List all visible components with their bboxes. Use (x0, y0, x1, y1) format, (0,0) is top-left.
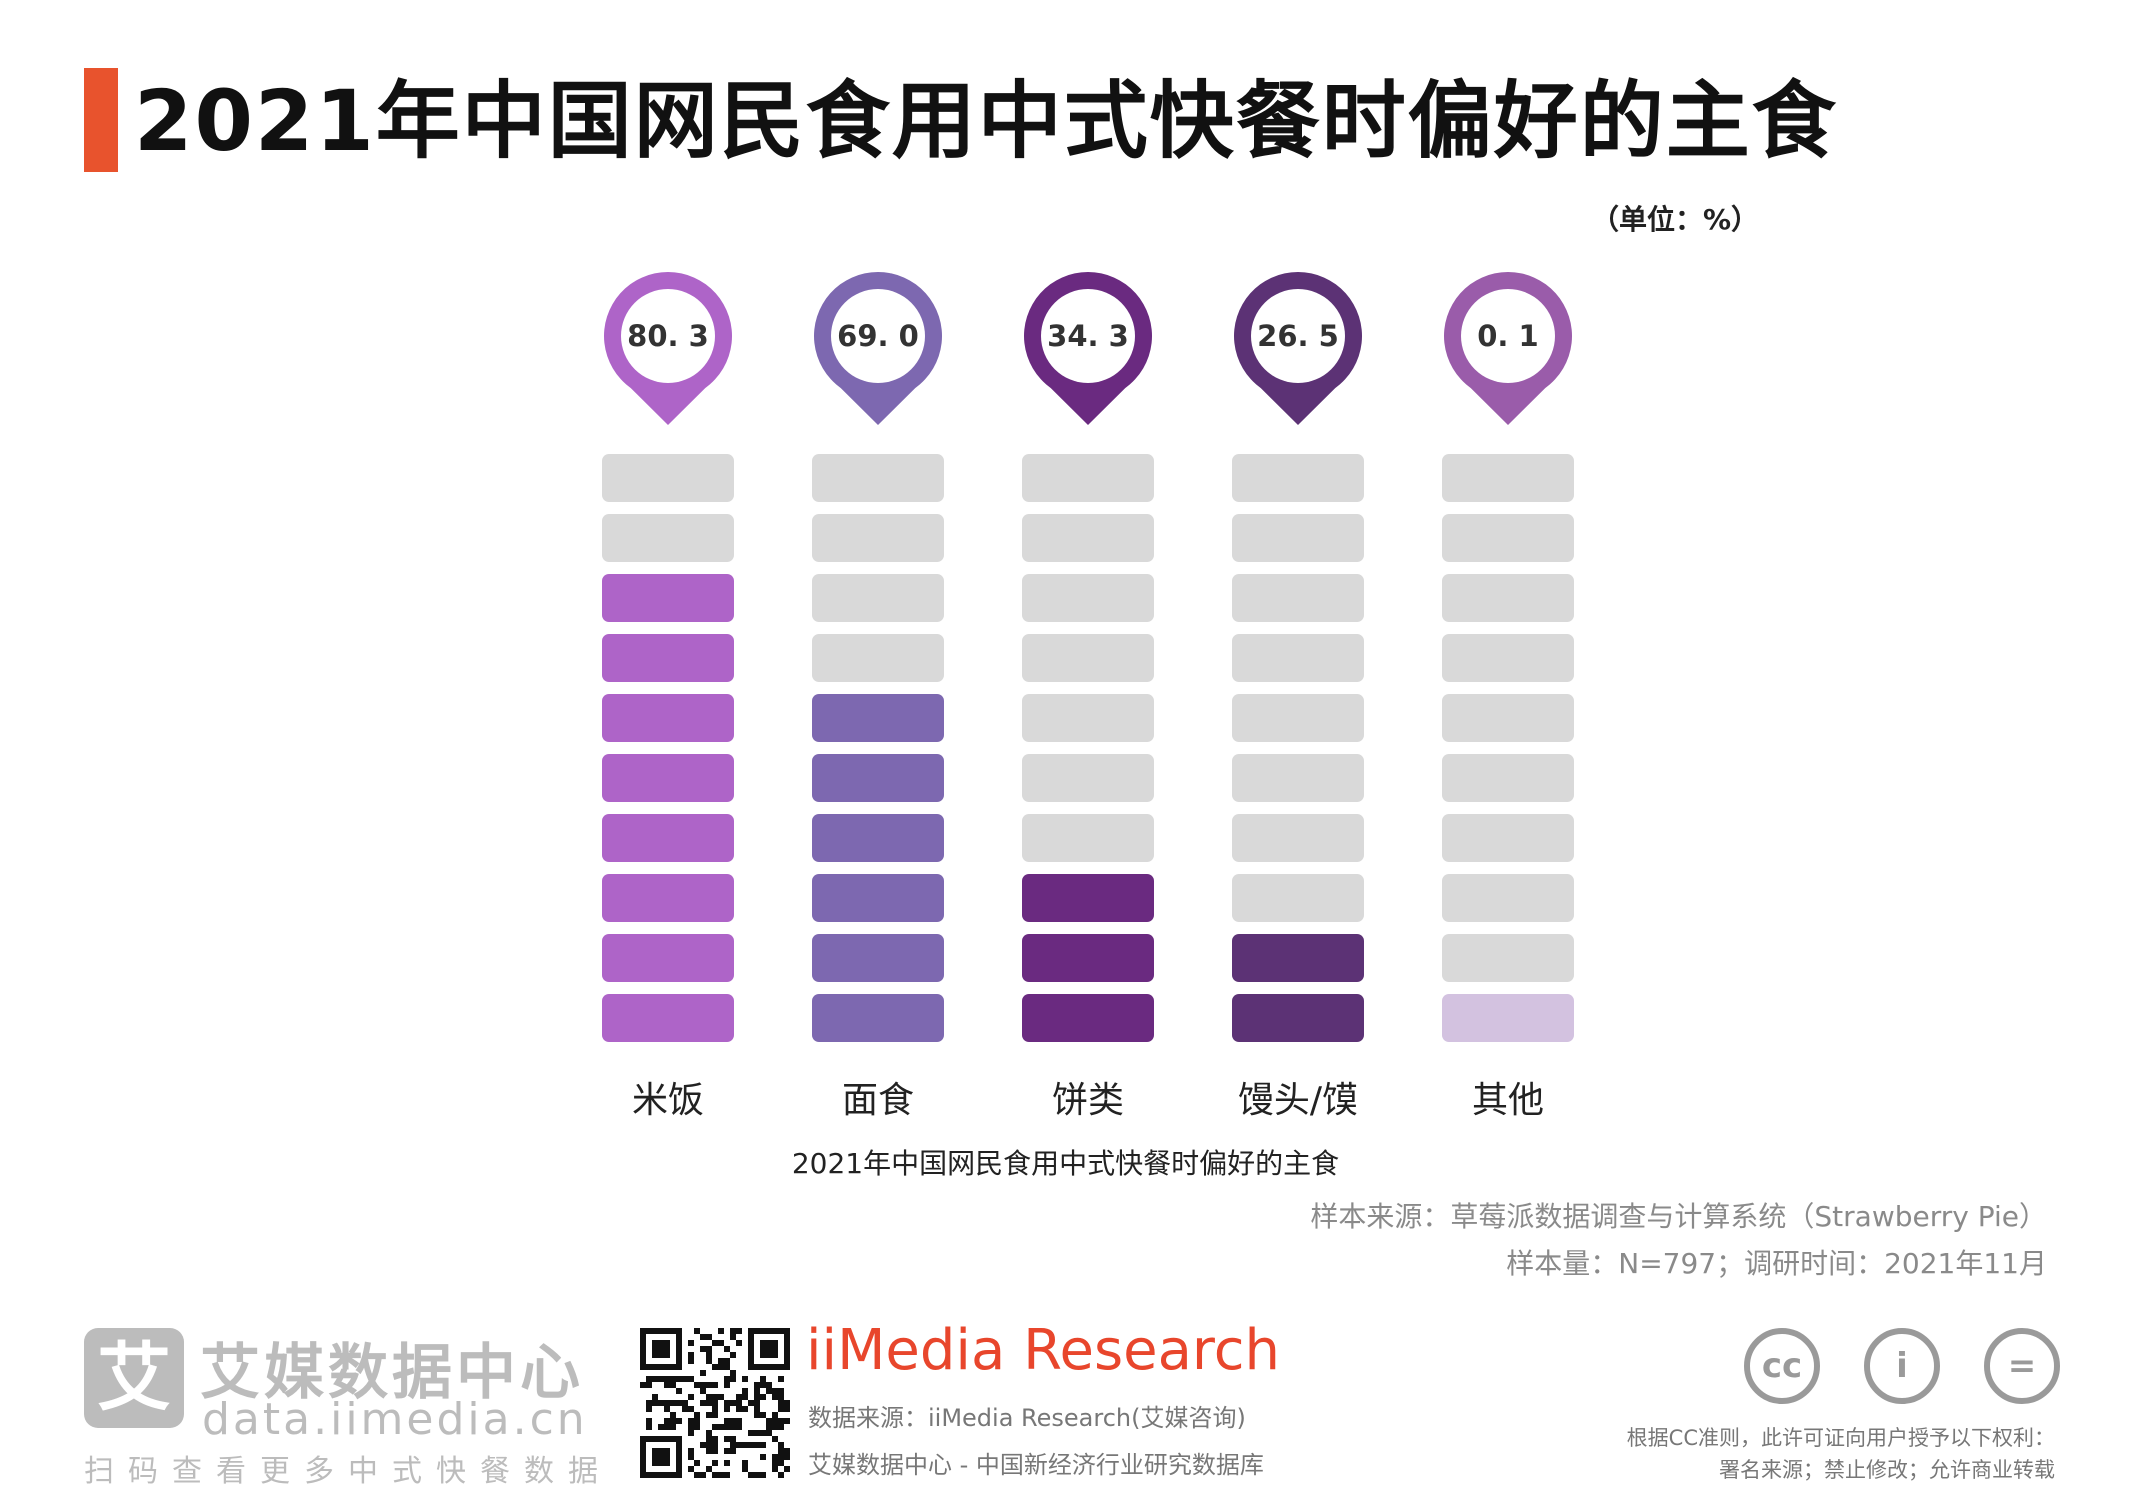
bar-segment (812, 934, 944, 982)
bar-segment (1442, 694, 1574, 742)
bar-segment (1022, 514, 1154, 562)
unit-label: （单位：%） (1590, 203, 1759, 236)
value-label: 26. 5 (1257, 319, 1339, 353)
bar-segment (1232, 754, 1364, 802)
category-label: 米饭 (632, 1080, 704, 1121)
bar-segment (1022, 994, 1154, 1042)
brand-url: data.iimedia.cn (202, 1394, 588, 1445)
value-pin-center (621, 289, 715, 383)
brand-scan-text: 扫码查看更多中式快餐数据 (84, 1454, 612, 1489)
category-label: 馒头/馍 (1238, 1080, 1358, 1121)
bar-segment (1022, 694, 1154, 742)
value-pin-center (1461, 289, 1555, 383)
value-pin-center (831, 289, 925, 383)
bar-segment (812, 994, 944, 1042)
bar-segment (1232, 634, 1364, 682)
bar-segment (1022, 934, 1154, 982)
bar-segment (602, 994, 734, 1042)
category-label: 其他 (1472, 1080, 1544, 1121)
bar-segment (812, 634, 944, 682)
bar-segment (602, 754, 734, 802)
bar-segment (1442, 574, 1574, 622)
sample-size: 样本量：N=797；调研时间：2021年11月 (1506, 1247, 2047, 1280)
bar-segment (602, 934, 734, 982)
bar-segment (1442, 874, 1574, 922)
bar-segment (1022, 814, 1154, 862)
bar-segment (812, 514, 944, 562)
bar-segment (812, 454, 944, 502)
bar-column: 69. 0 面食 (812, 272, 944, 1121)
bar-segment (1232, 694, 1364, 742)
bar-segment (1442, 814, 1574, 862)
bar-segment (812, 694, 944, 742)
bar-segment (1232, 994, 1364, 1042)
bar-segment (812, 874, 944, 922)
value-label: 69. 0 (837, 319, 919, 353)
value-label: 34. 3 (1047, 319, 1129, 353)
bar-segment (1022, 874, 1154, 922)
bar-segment (812, 574, 944, 622)
cc-icon: cc (1744, 1328, 1820, 1404)
no-derivatives-icon: = (1984, 1328, 2060, 1404)
bar-segment (1232, 514, 1364, 562)
database-label: 艾媒数据中心 - 中国新经济行业研究数据库 (808, 1451, 1264, 1479)
bar-segment (602, 454, 734, 502)
bar-segment (812, 754, 944, 802)
bar-segment (1442, 754, 1574, 802)
bar-segment (1442, 934, 1574, 982)
bar-segment (1232, 874, 1364, 922)
bar-segment (1232, 934, 1364, 982)
sample-source: 样本来源：草莓派数据调查与计算系统（Strawberry Pie） (1310, 1200, 2047, 1233)
cc-license-terms: 署名来源；禁止修改；允许商业转载 (1719, 1458, 2055, 1482)
bar-segment (602, 814, 734, 862)
bar-segment (1022, 574, 1154, 622)
value-label: 80. 3 (627, 319, 709, 353)
page-title: 2021年中国网民食用中式快餐时偏好的主食 (134, 72, 1838, 170)
title-accent-bar (84, 68, 118, 172)
bar-column: 80. 3 米饭 (602, 272, 734, 1121)
bar-segment (1442, 454, 1574, 502)
category-label: 面食 (842, 1080, 914, 1121)
bar-segment (1442, 994, 1574, 1042)
category-label: 饼类 (1052, 1080, 1124, 1121)
bar-segment (602, 634, 734, 682)
value-pin-center (1041, 289, 1135, 383)
attribution-icon: i (1864, 1328, 1940, 1404)
value-pin-center (1251, 289, 1345, 383)
bar-segment (602, 694, 734, 742)
cc-license-text: 根据CC准则，此许可证向用户授予以下权利： (1626, 1426, 2055, 1450)
bar-segment (1022, 634, 1154, 682)
bar-segment (1022, 754, 1154, 802)
bar-segment (1232, 814, 1364, 862)
bar-segment (1022, 454, 1154, 502)
bar-segment (602, 514, 734, 562)
qr-code-icon (640, 1328, 790, 1478)
brand-logo-icon: 艾 (84, 1328, 184, 1428)
value-label: 0. 1 (1477, 319, 1538, 353)
bar-segment (602, 874, 734, 922)
data-source: 数据来源：iiMedia Research(艾媒咨询) (808, 1404, 1246, 1432)
bar-segment (812, 814, 944, 862)
brand-block: 艾 艾媒数据中心 data.iimedia.cn 扫码查看更多中式快餐数据 (84, 1322, 604, 1489)
bar-segment (1442, 514, 1574, 562)
bar-column: 26. 5 馒头/馍 (1232, 272, 1364, 1121)
bar-segment (1442, 634, 1574, 682)
bar-segment (1232, 574, 1364, 622)
brand-name: 艾媒数据中心 (200, 1338, 584, 1408)
bar-chart: 80. 3 米饭 69. 0 面食 34. 3 饼类 26. 5 馒头/馍 0. 1 其他 (602, 272, 1574, 1121)
chart-caption: 2021年中国网民食用中式快餐时偏好的主食 (791, 1147, 1340, 1180)
cc-license-icons: cc i = (1744, 1328, 2064, 1408)
bar-column: 34. 3 饼类 (1022, 272, 1154, 1121)
iimedia-brand: iiMedia Research (806, 1318, 1280, 1383)
bar-column: 0. 1 其他 (1442, 272, 1574, 1121)
bar-segment (602, 574, 734, 622)
bar-segment (1232, 454, 1364, 502)
